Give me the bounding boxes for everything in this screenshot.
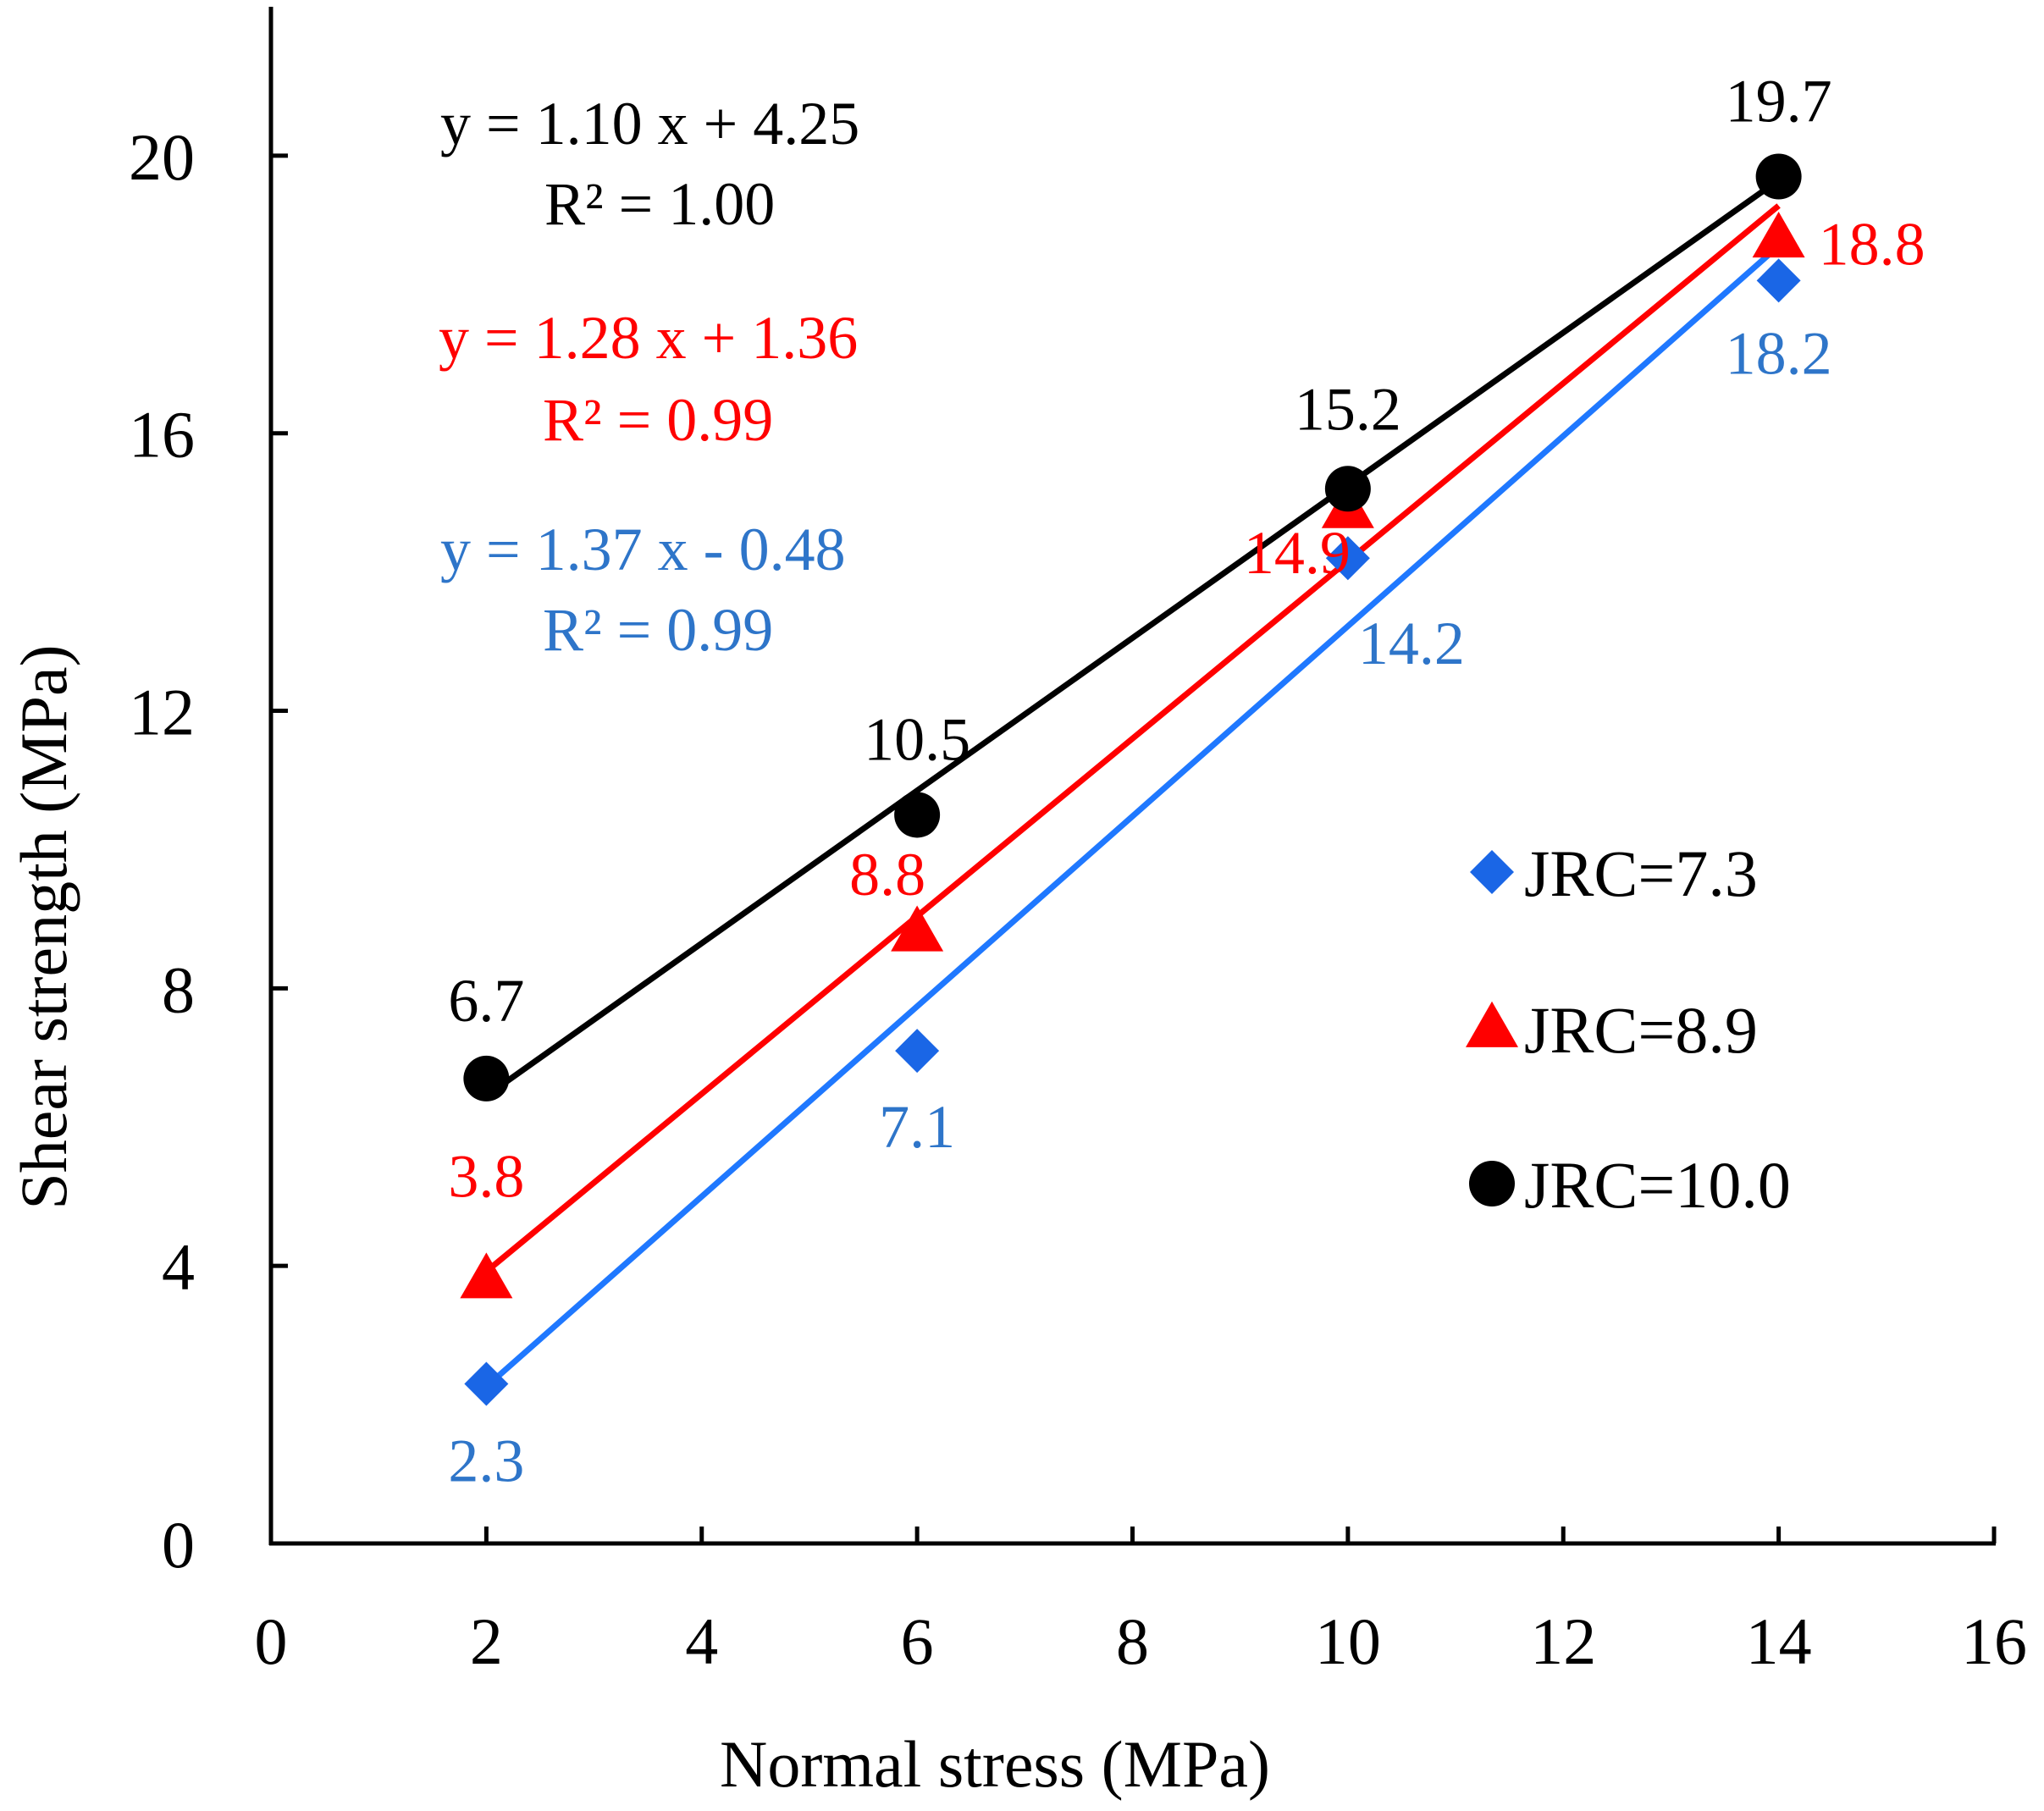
equation-2: y = 1.28 x + 1.36 <box>439 304 858 372</box>
legend-label-2: JRC=8.9 <box>1524 993 1758 1067</box>
marker-s1-p2 <box>895 1029 940 1074</box>
legend-marker-1 <box>1470 850 1514 894</box>
marker-s3-p1 <box>463 1055 510 1102</box>
marker-s3-p4 <box>1755 153 1802 200</box>
point-label-s1-p3: 14.2 <box>1358 610 1465 677</box>
y-tick-label-1: 4 <box>162 1230 195 1304</box>
legend: JRC=7.3 JRC=8.9 JRC=10.0 <box>1466 836 1791 1222</box>
y-tick-label-5: 20 <box>129 120 195 194</box>
point-label-s1-p2: 7.1 <box>879 1093 955 1161</box>
legend-marker-3 <box>1469 1161 1515 1206</box>
y-axis-title: Shear strength (MPa) <box>7 644 80 1209</box>
y-tick-label-0: 0 <box>162 1508 195 1582</box>
r-squared-2: R² = 0.99 <box>543 386 773 454</box>
equation-3: y = 1.10 x + 4.25 <box>440 90 859 157</box>
point-label-s3-p1: 6.7 <box>448 967 524 1035</box>
legend-label-1: JRC=7.3 <box>1524 836 1758 910</box>
fit-line-3 <box>484 177 1781 1099</box>
point-label-s1-p1: 2.3 <box>448 1427 524 1495</box>
point-label-s3-p4: 19.7 <box>1726 67 1832 135</box>
point-label-s2-p1: 3.8 <box>448 1143 524 1211</box>
data-markers <box>460 153 1805 1406</box>
point-labels: 2.3 7.1 14.2 18.2 3.8 8.8 14.9 18.8 6.7 10.5 15.2 1… <box>448 67 1925 1494</box>
point-label-s2-p3: 14.9 <box>1244 519 1351 587</box>
x-tick-label-8: 16 <box>1961 1604 2027 1678</box>
marker-s3-p2 <box>894 792 941 838</box>
marker-s1-p1 <box>464 1361 509 1406</box>
x-tick-label-0: 0 <box>255 1604 288 1678</box>
marker-s1-p4 <box>1756 258 1801 303</box>
fit-line-1 <box>484 243 1781 1389</box>
r-squared-3: R² = 1.00 <box>544 170 775 238</box>
fit-line-2 <box>484 203 1781 1274</box>
y-tick-label-3: 12 <box>129 676 195 749</box>
r-squared-1: R² = 0.99 <box>543 596 773 664</box>
x-tick-label-5: 10 <box>1315 1604 1381 1678</box>
x-tick-label-2: 4 <box>685 1604 718 1678</box>
x-tick-label-3: 6 <box>901 1604 934 1678</box>
y-tick-label-2: 8 <box>162 952 195 1026</box>
x-tick-label-4: 8 <box>1116 1604 1149 1678</box>
x-tick-label-6: 12 <box>1530 1604 1596 1678</box>
point-label-s3-p2: 10.5 <box>864 705 970 773</box>
marker-s1-p3 <box>1325 536 1370 581</box>
x-tick-label-7: 14 <box>1746 1604 1812 1678</box>
legend-marker-2 <box>1466 1001 1518 1047</box>
point-label-s3-p3: 15.2 <box>1295 375 1401 443</box>
x-axis-title: Normal stress (MPa) <box>720 1727 1270 1801</box>
equation-1: y = 1.37 x - 0.48 <box>440 516 846 583</box>
y-tick-label-4: 16 <box>129 398 195 472</box>
marker-s2-p2 <box>891 905 944 952</box>
point-label-s2-p4: 18.8 <box>1819 210 1925 278</box>
point-label-s1-p4: 18.2 <box>1726 319 1832 387</box>
point-label-s2-p2: 8.8 <box>849 841 925 908</box>
fit-lines <box>484 177 1781 1389</box>
marker-s2-p4 <box>1752 212 1805 258</box>
axes: 0 2 4 6 8 10 12 14 16 0 4 8 12 16 20 <box>129 7 2027 1678</box>
legend-label-3: JRC=10.0 <box>1524 1148 1791 1222</box>
fit-equations: y = 1.37 x - 0.48 R² = 0.99 y = 1.28 x + 1… <box>439 90 859 664</box>
marker-s3-p3 <box>1324 466 1371 512</box>
marker-s2-p1 <box>460 1252 513 1299</box>
x-tick-label-1: 2 <box>470 1604 503 1678</box>
